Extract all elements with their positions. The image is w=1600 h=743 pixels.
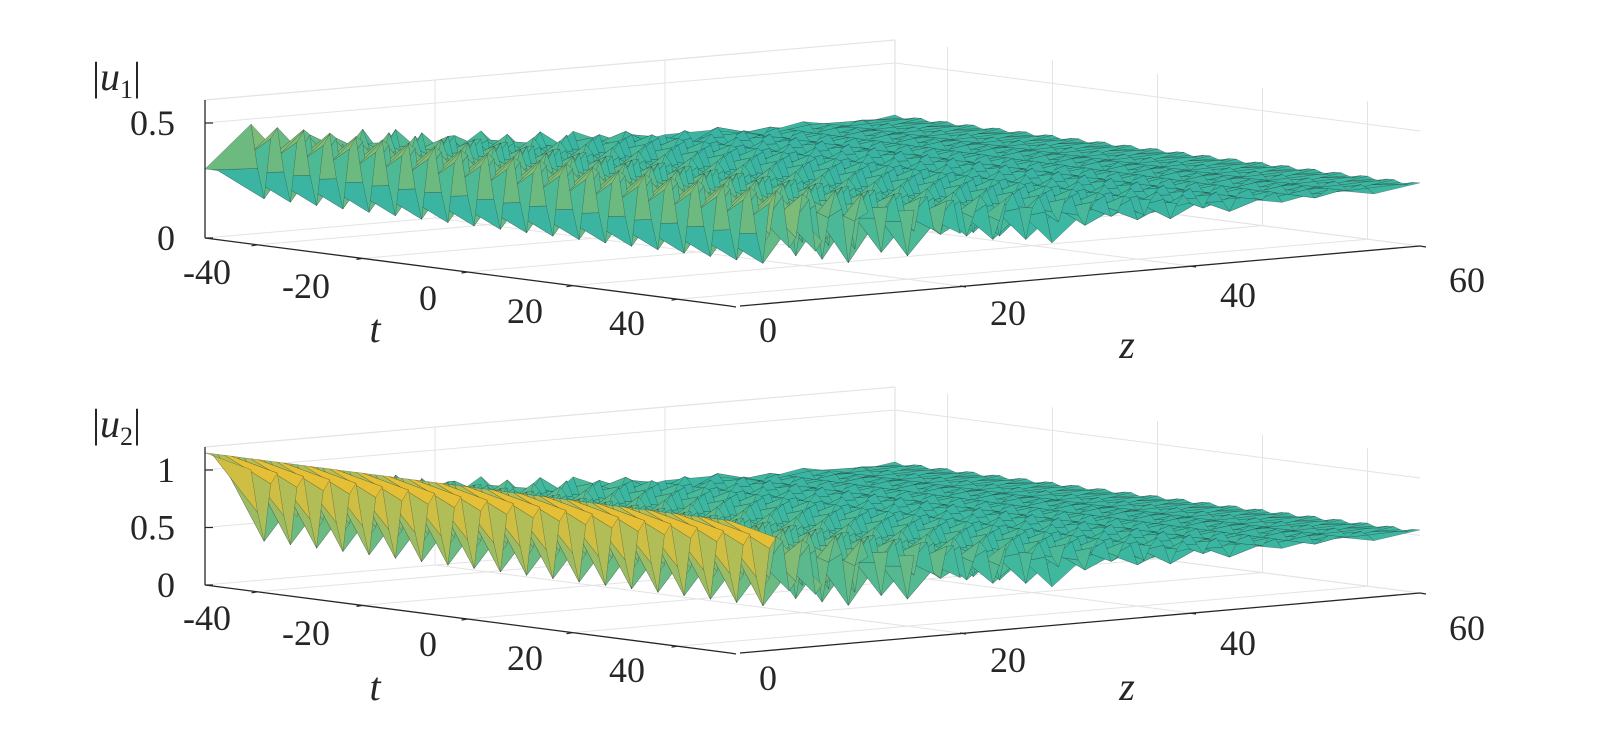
t-tick xyxy=(356,604,363,607)
t-tick-label: 20 xyxy=(507,638,543,678)
grid-line xyxy=(204,409,896,471)
z-axis-label: z xyxy=(1118,322,1135,367)
grid-line xyxy=(204,386,896,448)
t-tick-label: -40 xyxy=(183,252,231,292)
t-tick-label: -20 xyxy=(282,266,330,306)
grid-line xyxy=(204,62,896,124)
t-tick xyxy=(671,645,678,648)
value-tick-label: 1 xyxy=(157,450,175,490)
grid-line xyxy=(677,585,1368,647)
t-tick xyxy=(566,632,573,635)
surface xyxy=(204,452,1421,607)
z-axis xyxy=(739,245,1421,307)
z-tick xyxy=(1419,592,1427,595)
z-tick xyxy=(1189,612,1197,615)
t-tick xyxy=(566,285,573,288)
surface xyxy=(204,114,1421,265)
grid-line xyxy=(572,225,1263,287)
grid-line xyxy=(204,39,896,101)
value-axis-label: |u2| xyxy=(92,401,141,451)
z-tick-label: 60 xyxy=(1449,260,1485,300)
t-tick-label: -20 xyxy=(282,613,330,653)
t-tick xyxy=(251,591,258,594)
z-axis-label: z xyxy=(1118,664,1135,709)
value-tick-label: 0 xyxy=(157,218,175,258)
z-tick-label: 40 xyxy=(1220,623,1256,663)
t-tick xyxy=(461,271,468,274)
z-tick-label: 0 xyxy=(759,658,777,698)
z-tick xyxy=(729,652,737,655)
t-tick-label: 40 xyxy=(609,650,645,690)
z-tick xyxy=(729,305,737,308)
surface-patch xyxy=(204,452,258,514)
z-tick xyxy=(1419,245,1427,248)
value-tick-label: 0 xyxy=(157,565,175,605)
t-tick-label: 20 xyxy=(507,291,543,331)
z-tick-label: 20 xyxy=(990,640,1026,680)
grid-line xyxy=(677,238,1368,300)
t-tick-label: -40 xyxy=(183,598,231,638)
t-tick xyxy=(461,618,468,621)
surface-patch xyxy=(204,123,258,170)
t-tick-label: 0 xyxy=(419,624,437,664)
t-axis-label: t xyxy=(369,306,381,351)
value-tick-label: 0.5 xyxy=(130,103,175,143)
z-tick xyxy=(959,285,967,288)
t-axis-label: t xyxy=(369,664,381,709)
t-tick xyxy=(251,244,258,247)
z-tick xyxy=(1189,265,1197,268)
value-axis-label: |u1| xyxy=(92,54,141,104)
surface-plot-u1: 0 0.5 -40 -20 0 20 40 0 20 40 60 t z |u1| xyxy=(92,39,1485,367)
z-tick-label: 60 xyxy=(1449,608,1485,648)
z-tick-label: 40 xyxy=(1220,275,1256,315)
z-tick xyxy=(959,632,967,635)
t-tick xyxy=(356,257,363,260)
t-tick-label: 40 xyxy=(609,303,645,343)
t-tick-label: 0 xyxy=(419,278,437,318)
surface-patch xyxy=(211,168,265,200)
z-axis xyxy=(739,592,1421,654)
value-tick-label: 0.5 xyxy=(130,508,175,548)
grid-line xyxy=(572,572,1263,634)
z-tick-label: 0 xyxy=(759,310,777,350)
surface-plot-u2: 0 0.5 1 -40 -20 0 20 40 0 20 40 60 t z |u2| xyxy=(92,386,1485,709)
z-tick-label: 20 xyxy=(990,293,1026,333)
t-tick xyxy=(671,298,678,301)
